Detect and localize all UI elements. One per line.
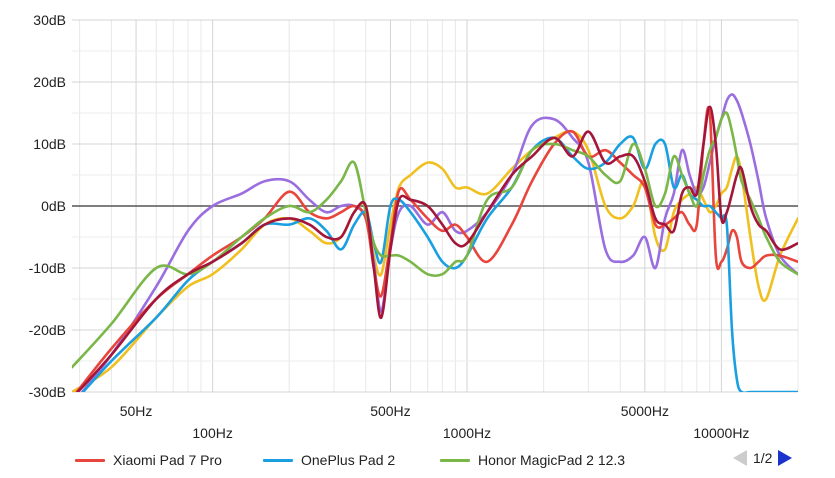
legend-swatch-oneplus [263,458,293,462]
legend-pager: 1/2 [733,450,793,466]
x-tick-label: 100Hz [192,425,232,441]
legend-label-oneplus: OnePlus Pad 2 [301,452,396,468]
y-tick-label: 30dB [33,12,66,28]
x-tick-label: 10000Hz [693,425,749,441]
x-tick-label: 1000Hz [443,425,491,441]
legend-item-oneplus[interactable]: OnePlus Pad 2 [263,450,395,470]
series-line-5 [75,105,798,392]
y-tick-label: -10dB [29,260,66,276]
legend-item-xiaomi[interactable]: Xiaomi Pad 7 Pro [75,450,222,470]
pager-label: 1/2 [753,450,773,466]
legend-label-honor: Honor MagicPad 2 12.3 [478,452,626,468]
y-tick-label: -30dB [29,384,66,400]
y-tick-label: 10dB [33,136,66,152]
series-line-4 [80,93,798,392]
legend-swatch-honor [440,458,470,462]
y-tick-label: 0dB [41,198,66,214]
y-tick-label: 20dB [33,74,66,90]
pager-prev-icon[interactable] [733,450,747,466]
x-tick-label: 5000Hz [621,403,669,419]
legend-item-honor[interactable]: Honor MagicPad 2 12.3 [440,450,625,470]
chart-legend: Xiaomi Pad 7 Pro OnePlus Pad 2 Honor Mag… [0,446,835,474]
pager-next-icon[interactable] [778,450,793,466]
legend-label-xiaomi: Xiaomi Pad 7 Pro [113,452,222,468]
frequency-response-chart: 30dB 20dB 10dB 0dB -10dB -20dB -30dB 50Hz 500Hz 5… [29,12,799,441]
y-tick-label: -20dB [29,322,66,338]
x-tick-label: 50Hz [120,403,153,419]
legend-swatch-xiaomi [75,458,105,462]
series-line-2 [72,111,798,369]
x-tick-label: 500Hz [370,403,410,419]
